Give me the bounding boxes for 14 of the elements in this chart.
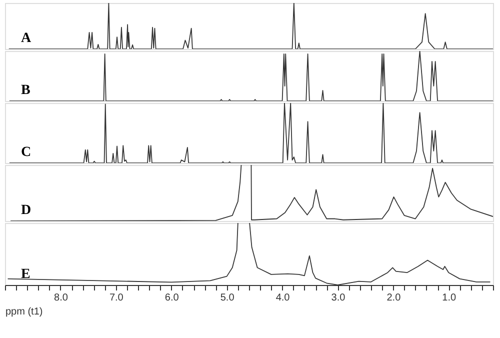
- series-label: A: [21, 31, 32, 46]
- x-axis-title: ppm (t1): [6, 306, 43, 318]
- x-tick-label: 4.0: [276, 292, 290, 304]
- series-label: C: [21, 145, 32, 160]
- x-tick-label: 1.0: [442, 292, 457, 304]
- series-label: E: [21, 267, 30, 282]
- series-label: B: [21, 83, 30, 98]
- x-tick-label: 6.0: [164, 292, 180, 304]
- x-tick-label: 8.0: [54, 292, 68, 304]
- x-tick-label: 5.0: [220, 292, 235, 304]
- series-label: D: [21, 203, 32, 218]
- x-tick-label: 2.0: [386, 292, 402, 304]
- x-tick-label: 3.0: [331, 292, 346, 304]
- x-tick-label: 7.0: [109, 292, 124, 304]
